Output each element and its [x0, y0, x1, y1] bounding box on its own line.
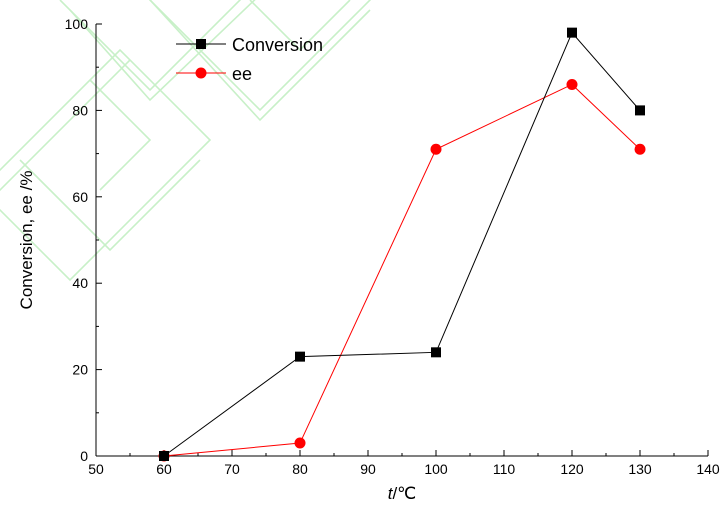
y-axis-label: Conversion, ee /% — [17, 171, 36, 310]
data-point-conversion — [431, 347, 441, 358]
x-axis-label-variable: t — [388, 484, 394, 503]
y-tick-label: 0 — [80, 448, 88, 464]
y-tick-label: 100 — [65, 16, 89, 32]
data-point-conversion — [635, 105, 645, 116]
series-line-ee — [163, 83, 641, 457]
data-point-conversion — [295, 351, 305, 362]
x-axis-ticks: 50 60 70 80 90 100 110 120 130 140 — [88, 450, 720, 477]
x-tick-label: 110 — [493, 461, 516, 477]
y-tick-label: 40 — [72, 275, 88, 291]
x-tick-label: 120 — [560, 461, 584, 477]
x-tick-label: 50 — [88, 461, 104, 477]
series-line-conversion — [163, 31, 641, 457]
y-axis-ticks: 0 20 40 60 80 100 — [65, 16, 102, 464]
legend: Conversion ee — [176, 35, 323, 84]
legend-marker-conversion — [196, 39, 206, 49]
x-tick-label: 70 — [224, 461, 240, 477]
data-point-ee — [566, 78, 578, 90]
y-tick-label: 80 — [72, 102, 88, 118]
watermark — [0, 0, 372, 282]
y-tick-label: 20 — [72, 362, 88, 378]
y-tick-label: 60 — [72, 189, 88, 205]
x-axis-label-unit: /℃ — [392, 484, 416, 503]
series-layer — [158, 27, 646, 462]
x-tick-label: 90 — [360, 461, 376, 477]
data-point-ee — [294, 437, 306, 449]
plot-frame — [95, 24, 708, 457]
x-tick-label: 60 — [156, 461, 172, 477]
legend-label-conversion: Conversion — [232, 35, 323, 55]
data-point-ee — [430, 143, 442, 155]
x-tick-label: 100 — [424, 461, 448, 477]
x-tick-label: 80 — [292, 461, 308, 477]
x-tick-label: 140 — [696, 461, 720, 477]
x-axis-label: t/℃ — [388, 484, 417, 503]
legend-marker-ee — [195, 67, 207, 79]
data-point-conversion — [159, 451, 169, 461]
data-point-conversion — [567, 27, 577, 38]
data-point-ee — [634, 143, 646, 155]
x-tick-label: 130 — [628, 461, 652, 477]
legend-label-ee: ee — [232, 64, 252, 84]
